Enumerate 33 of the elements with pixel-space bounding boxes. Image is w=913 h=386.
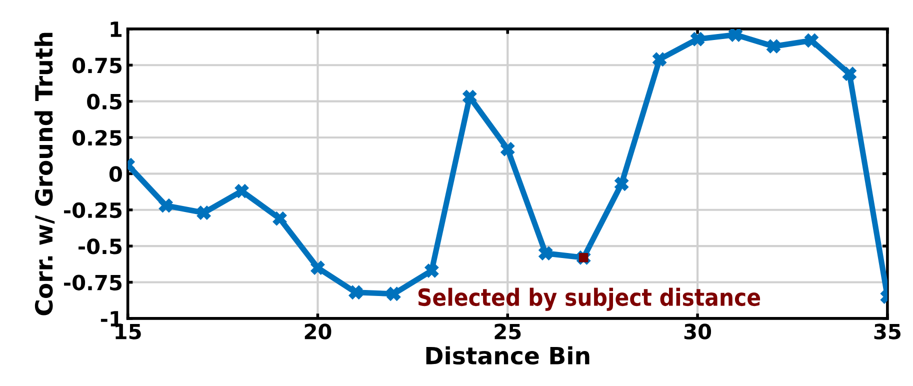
point bbox=[196, 206, 211, 220]
point bbox=[462, 90, 477, 104]
x-tick-label: 20 bbox=[304, 324, 332, 340]
y-tick-label: 1 bbox=[110, 22, 122, 37]
y-tick-label: 0.5 bbox=[87, 94, 122, 110]
x-tick-label: 25 bbox=[494, 324, 521, 340]
x-axis-title: Distance Bin bbox=[426, 346, 590, 365]
x-tick-label: 35 bbox=[874, 324, 900, 340]
point bbox=[538, 246, 553, 260]
point bbox=[728, 28, 742, 42]
y-axis-title: Corr. w/ Ground Truth bbox=[34, 32, 55, 316]
point bbox=[386, 286, 401, 301]
point bbox=[652, 52, 666, 66]
y-tick-label: 0.75 bbox=[72, 58, 122, 74]
y-tick-label: -0.25 bbox=[64, 202, 122, 218]
point bbox=[842, 66, 856, 81]
point bbox=[804, 34, 818, 48]
point bbox=[766, 39, 780, 54]
point bbox=[690, 32, 704, 46]
y-tick-label: 0 bbox=[109, 166, 122, 182]
point bbox=[234, 184, 249, 198]
annotation: Selected by subject distance bbox=[418, 288, 760, 311]
point bbox=[272, 212, 287, 226]
y-tick-label: -0.75 bbox=[64, 274, 122, 290]
y-tick-label: 0.25 bbox=[72, 130, 122, 146]
x-tick-label: 30 bbox=[684, 324, 712, 340]
point bbox=[424, 264, 439, 278]
point bbox=[614, 176, 629, 191]
point bbox=[158, 198, 173, 212]
point bbox=[348, 285, 363, 300]
point bbox=[500, 142, 515, 156]
point bbox=[310, 260, 325, 275]
y-tick-label: -0.5 bbox=[78, 238, 122, 254]
